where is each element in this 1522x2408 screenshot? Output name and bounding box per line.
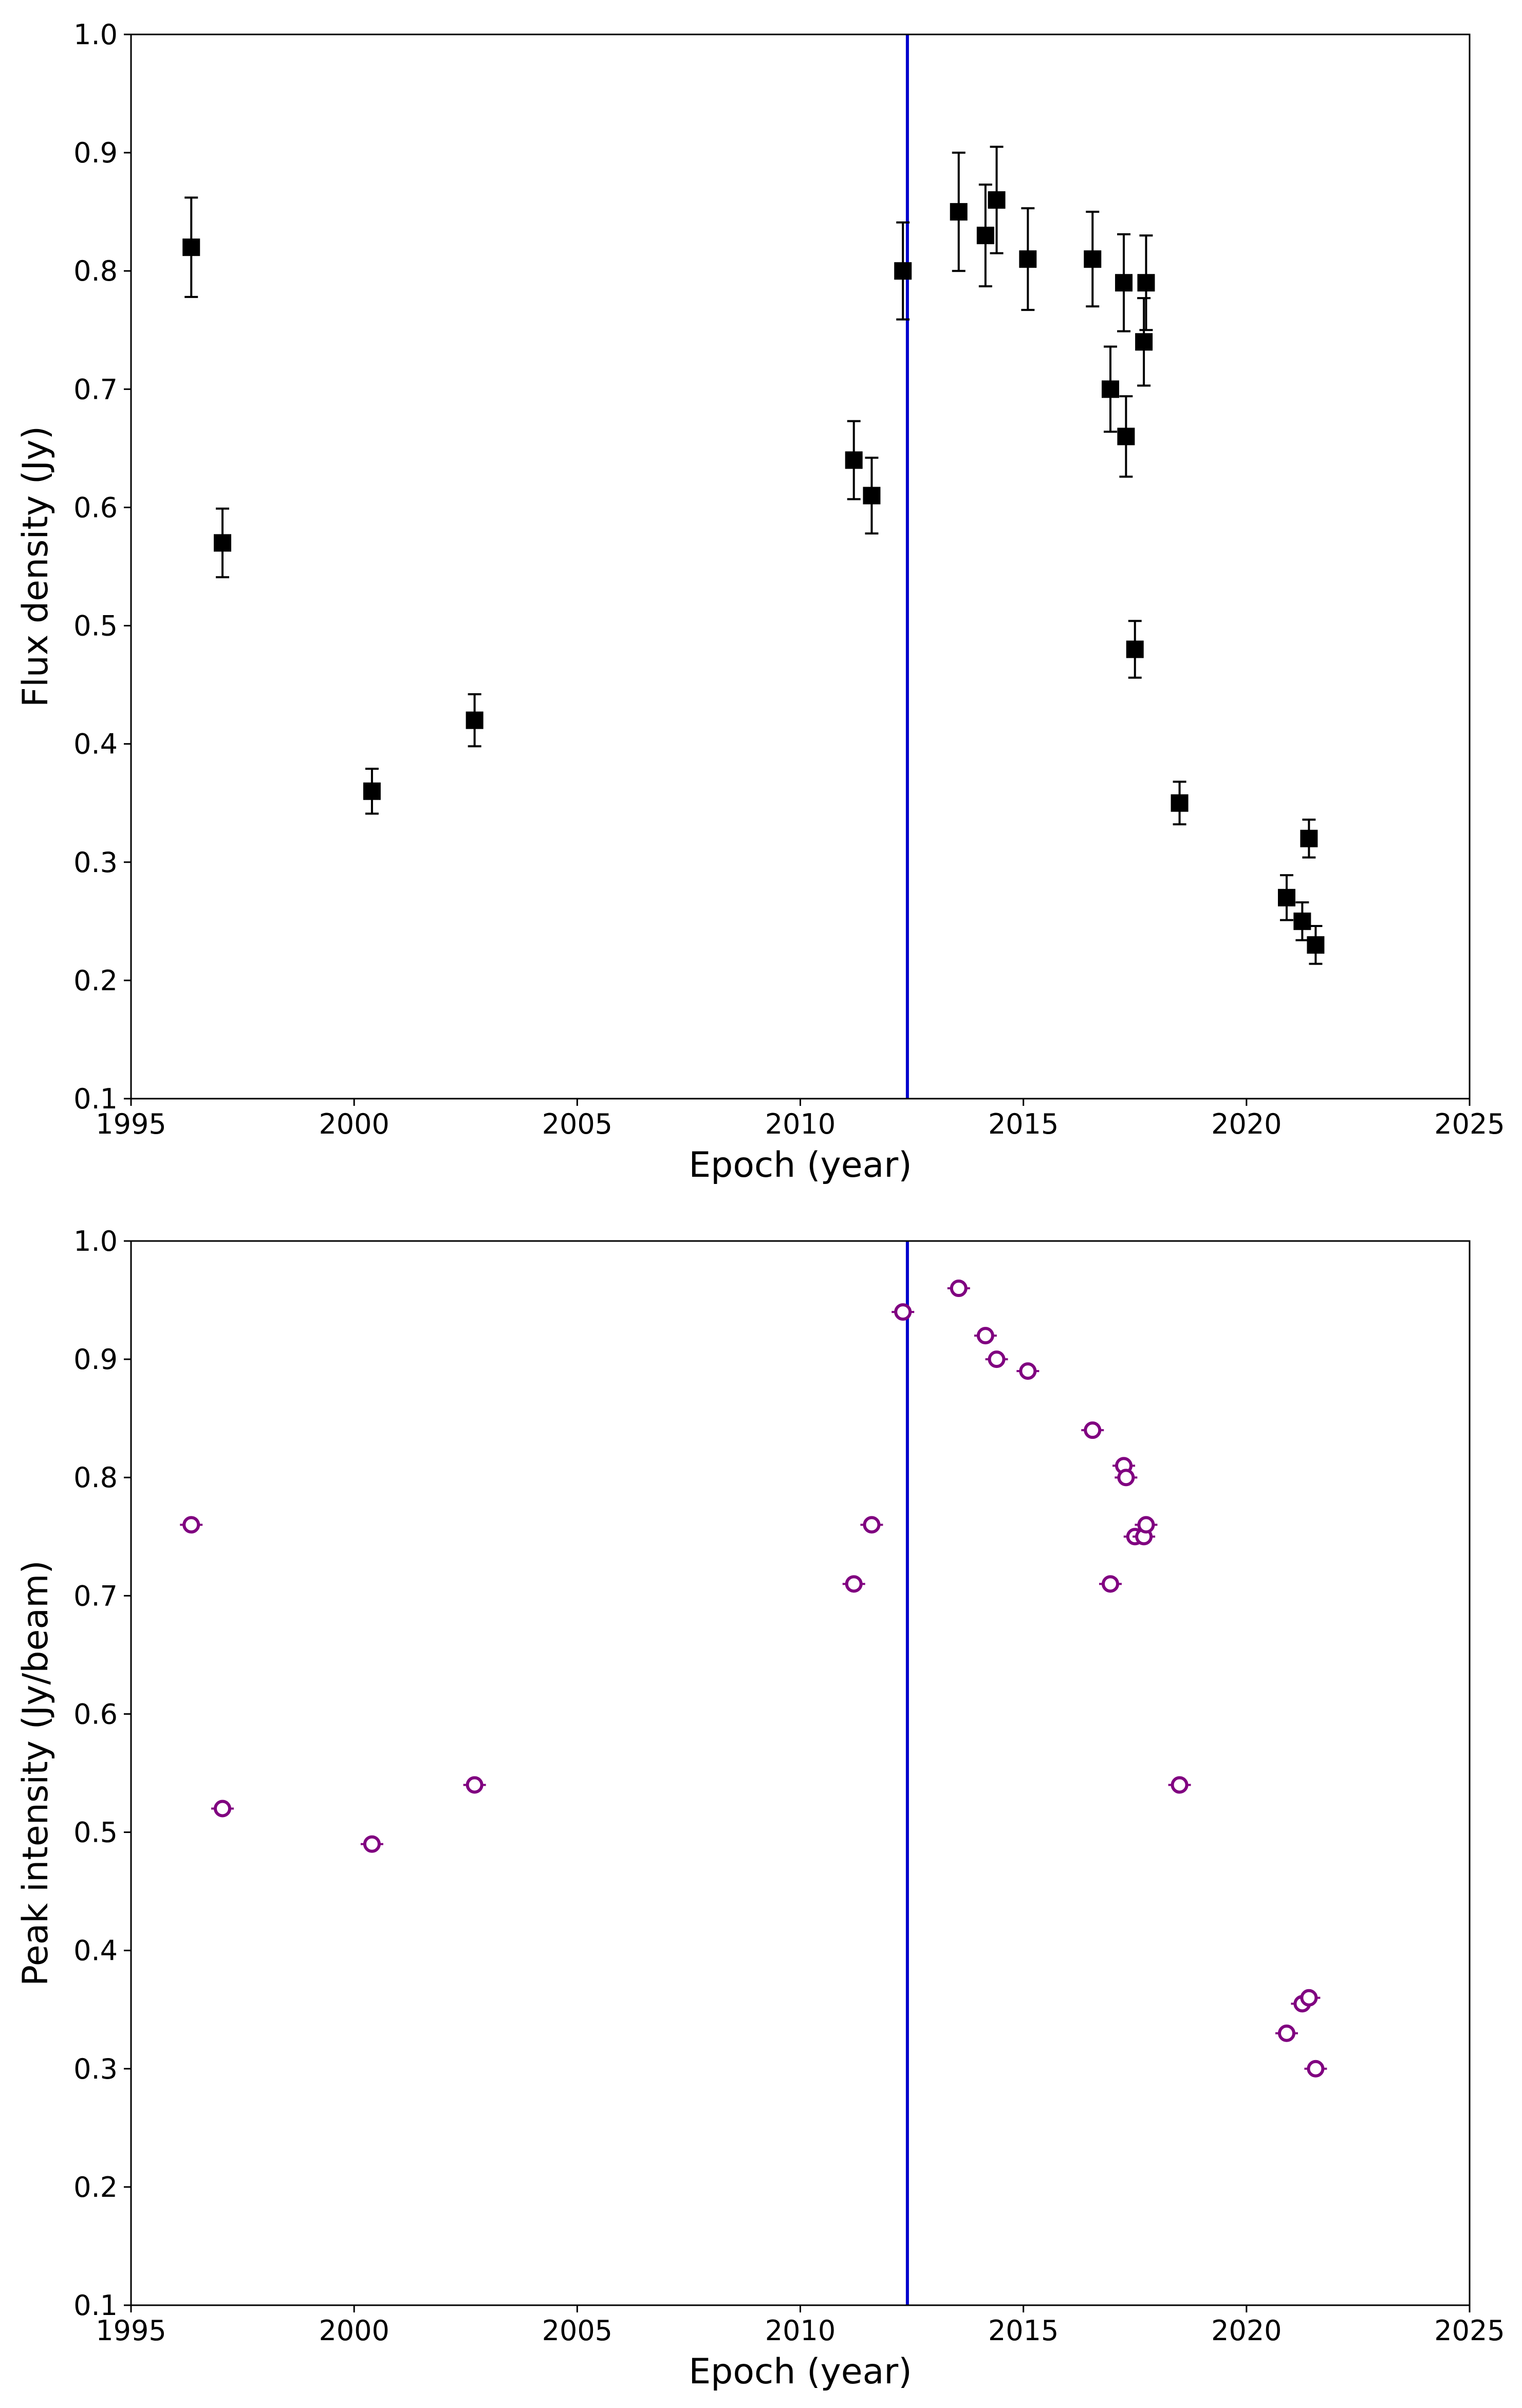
data-point	[863, 487, 881, 505]
x-tick-label: 2010	[765, 2314, 836, 2347]
y-tick-label: 0.6	[73, 491, 118, 524]
data-point	[1101, 380, 1119, 398]
x-tick-label: 2000	[319, 1108, 389, 1140]
y-tick-label: 0.8	[73, 1461, 118, 1494]
data-point	[894, 262, 912, 280]
data-point	[845, 1575, 863, 1593]
y-tick-label: 0.5	[73, 1817, 118, 1849]
data-point	[1135, 333, 1153, 351]
data-point	[466, 1776, 484, 1794]
y-tick-label: 0.2	[73, 2171, 118, 2203]
data-point	[1117, 1469, 1135, 1487]
x-tick-label: 2005	[542, 2314, 612, 2347]
data-point	[466, 711, 484, 729]
data-point	[1117, 428, 1135, 446]
x-tick-label: 2010	[765, 1108, 836, 1140]
x-tick-label: 2025	[1434, 2314, 1505, 2347]
data-point	[182, 1516, 200, 1534]
data-point	[950, 203, 968, 221]
data-point	[1277, 2024, 1295, 2042]
data-point	[1171, 794, 1189, 812]
data-point	[845, 451, 863, 469]
peak-intensity-panel: 1995 2000 2005 2010 2015 2020 2025 0.1 0.2 0.3 0.4…	[15, 1225, 1505, 2392]
data-point	[988, 191, 1006, 209]
data-point	[1115, 274, 1133, 292]
y-tick-label: 1.0	[73, 18, 118, 51]
data-point	[976, 227, 994, 245]
x-tick-label: 2020	[1211, 2314, 1282, 2347]
x-tick-label: 2005	[542, 1108, 612, 1140]
y-axis-label: Flux density (Jy)	[15, 426, 56, 707]
x-tick-label: 2025	[1434, 1108, 1505, 1140]
y-tick-label: 0.1	[73, 2289, 118, 2322]
x-tick-label: 2000	[319, 2314, 389, 2347]
data-point	[1137, 274, 1155, 292]
data-point	[363, 782, 381, 800]
data-point	[1293, 912, 1311, 930]
data-point	[950, 1280, 968, 1298]
x-tick-label: 1995	[96, 1108, 166, 1140]
y-tick-label: 0.9	[73, 137, 118, 169]
data-point	[863, 1516, 881, 1534]
data-point	[894, 1303, 912, 1321]
data-point	[1277, 888, 1295, 906]
y-axis-label: Peak intensity (Jy/beam)	[15, 1560, 56, 1986]
data-point	[1084, 1421, 1102, 1439]
data-point	[1084, 250, 1102, 268]
x-tick-label: 1995	[96, 2314, 166, 2347]
y-tick-label: 0.6	[73, 1698, 118, 1730]
x-tick-label: 2015	[988, 2314, 1059, 2347]
data-point	[1307, 2060, 1325, 2078]
data-point	[1300, 829, 1318, 847]
x-axis-label: Epoch (year)	[689, 2351, 912, 2392]
data-point	[1101, 1575, 1119, 1593]
x-axis-label: Epoch (year)	[689, 1145, 912, 1186]
data-point	[988, 1350, 1006, 1368]
y-tick-label: 0.2	[73, 965, 118, 997]
data-point	[1307, 936, 1325, 954]
x-tick-label: 2020	[1211, 1108, 1282, 1140]
y-tick-label: 0.8	[73, 255, 118, 287]
data-point	[214, 534, 232, 552]
y-tick-label: 1.0	[73, 1225, 118, 1257]
y-tick-label: 0.1	[73, 1083, 118, 1115]
data-point	[214, 1800, 232, 1818]
data-point	[1019, 1362, 1037, 1380]
data-point	[1126, 640, 1144, 658]
data-point	[1019, 250, 1037, 268]
data-point	[1171, 1776, 1189, 1794]
data-point	[182, 238, 200, 256]
data-point	[1300, 1989, 1318, 2007]
plot-frame	[130, 33, 1471, 1100]
data-point	[363, 1835, 381, 1853]
y-tick-label: 0.5	[73, 610, 118, 642]
y-tick-label: 0.4	[73, 728, 118, 761]
y-tick-label: 0.9	[73, 1343, 118, 1376]
y-tick-label: 0.7	[73, 373, 118, 405]
x-tick-label: 2015	[988, 1108, 1059, 1140]
plot-frame	[130, 1240, 1471, 2306]
y-tick-label: 0.3	[73, 2053, 118, 2085]
data-point	[976, 1327, 994, 1345]
y-tick-label: 0.3	[73, 846, 118, 879]
y-tick-label: 0.7	[73, 1580, 118, 1612]
data-point	[1137, 1516, 1155, 1534]
flux-density-panel: 1995 2000 2005 2010 2015 2020 2025 0.1 0.2 0.3 0.4…	[15, 18, 1505, 1186]
y-tick-label: 0.4	[73, 1935, 118, 1967]
